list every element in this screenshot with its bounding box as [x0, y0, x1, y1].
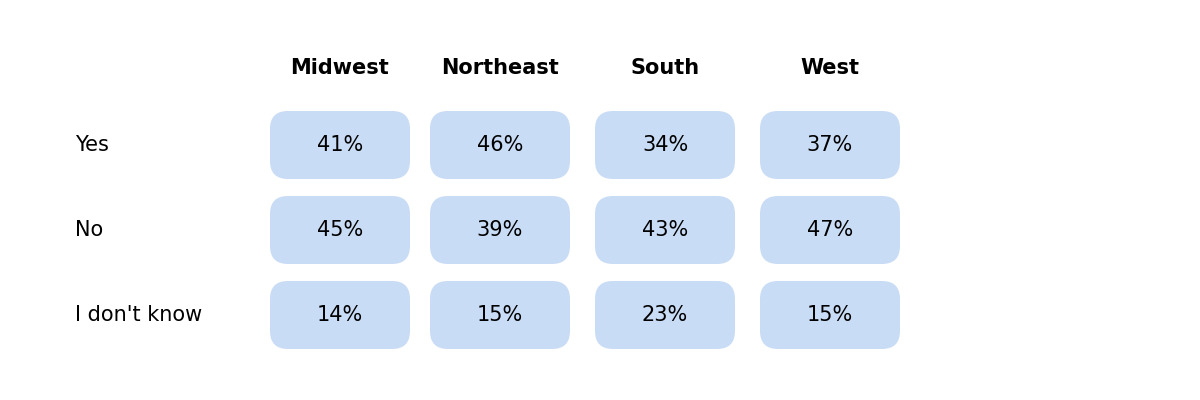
FancyBboxPatch shape: [430, 196, 570, 264]
Text: 23%: 23%: [642, 305, 688, 325]
Text: 15%: 15%: [806, 305, 853, 325]
Text: 43%: 43%: [642, 220, 688, 240]
Text: South: South: [630, 58, 700, 78]
Text: No: No: [74, 220, 103, 240]
Text: 45%: 45%: [317, 220, 364, 240]
Text: I don't know: I don't know: [74, 305, 203, 325]
FancyBboxPatch shape: [430, 111, 570, 179]
FancyBboxPatch shape: [760, 196, 900, 264]
Text: 37%: 37%: [806, 135, 853, 155]
Text: Yes: Yes: [74, 135, 109, 155]
FancyBboxPatch shape: [595, 281, 734, 349]
Text: Northeast: Northeast: [442, 58, 559, 78]
FancyBboxPatch shape: [270, 111, 410, 179]
FancyBboxPatch shape: [270, 281, 410, 349]
FancyBboxPatch shape: [270, 196, 410, 264]
FancyBboxPatch shape: [760, 281, 900, 349]
Text: 34%: 34%: [642, 135, 688, 155]
Text: 14%: 14%: [317, 305, 364, 325]
FancyBboxPatch shape: [595, 111, 734, 179]
Text: West: West: [800, 58, 859, 78]
Text: Midwest: Midwest: [290, 58, 389, 78]
Text: 15%: 15%: [476, 305, 523, 325]
Text: 39%: 39%: [476, 220, 523, 240]
FancyBboxPatch shape: [760, 111, 900, 179]
FancyBboxPatch shape: [430, 281, 570, 349]
Text: 46%: 46%: [476, 135, 523, 155]
Text: 47%: 47%: [806, 220, 853, 240]
FancyBboxPatch shape: [595, 196, 734, 264]
Text: 41%: 41%: [317, 135, 364, 155]
